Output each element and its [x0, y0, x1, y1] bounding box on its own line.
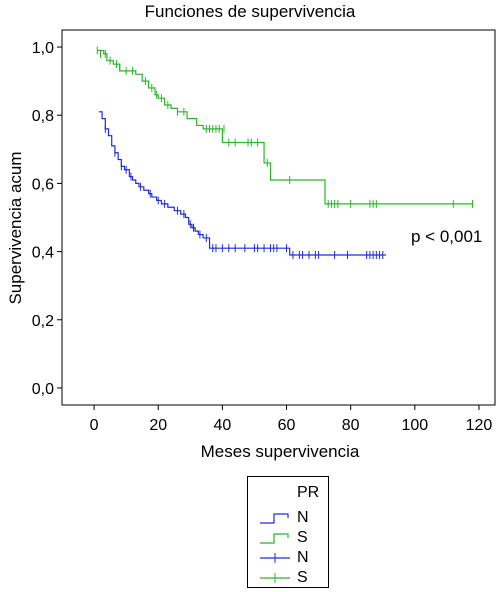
axes: 0 20 40 60 80 100 120 0,0 0,2 0,4 0,6 0,8 1,0 — [32, 29, 496, 434]
y-axis-label: Supervivencia acum — [6, 151, 25, 305]
legend-step-line — [260, 533, 289, 544]
legend-label: N — [297, 549, 309, 566]
legend-item-s-censored: S — [248, 569, 330, 589]
legend-label: S — [297, 569, 308, 586]
x-tick-label: 0 — [90, 417, 99, 434]
legend-step-line — [260, 513, 289, 524]
legend-swatch-s-step — [260, 533, 289, 544]
y-tick-label: 0,4 — [32, 245, 54, 262]
p-value-annotation: p < 0,001 — [411, 227, 483, 246]
legend-label: N — [297, 509, 309, 526]
legend-swatch-s-censored — [260, 573, 290, 583]
km-curve-s — [97, 49, 473, 205]
x-tick-label: 120 — [466, 417, 493, 434]
legend-label: S — [297, 529, 308, 546]
plot-frame — [61, 29, 496, 406]
chart-title: Funciones de supervivencia — [144, 2, 356, 21]
legend-title: PR — [297, 484, 320, 501]
x-tick-label: 100 — [401, 417, 428, 434]
x-tick-label: 40 — [213, 417, 231, 434]
x-axis-label: Meses supervivencia — [200, 442, 360, 461]
y-tick-label: 0,0 — [32, 381, 54, 398]
km-curve-n — [98, 111, 386, 256]
y-tick-label: 0,2 — [32, 313, 54, 330]
y-tick-label: 0,8 — [32, 108, 54, 125]
legend-swatch-n-censored — [260, 553, 290, 563]
legend: PR N S N S — [247, 476, 329, 588]
x-tick-label: 20 — [149, 417, 167, 434]
legend-item-s-line: S — [248, 529, 330, 549]
y-tick-label: 0,6 — [32, 176, 54, 193]
legend-item-n-line: N — [248, 509, 330, 529]
x-tick-label: 60 — [278, 417, 296, 434]
x-tick-label: 80 — [342, 417, 360, 434]
legend-swatch-n-step — [260, 513, 289, 524]
chart-plot: 0 20 40 60 80 100 120 0,0 0,2 0,4 0,6 0,8 1,0 — [32, 29, 496, 434]
series-group — [96, 46, 474, 259]
y-tick-label: 1,0 — [32, 40, 54, 57]
legend-item-n-censored: N — [248, 549, 330, 569]
